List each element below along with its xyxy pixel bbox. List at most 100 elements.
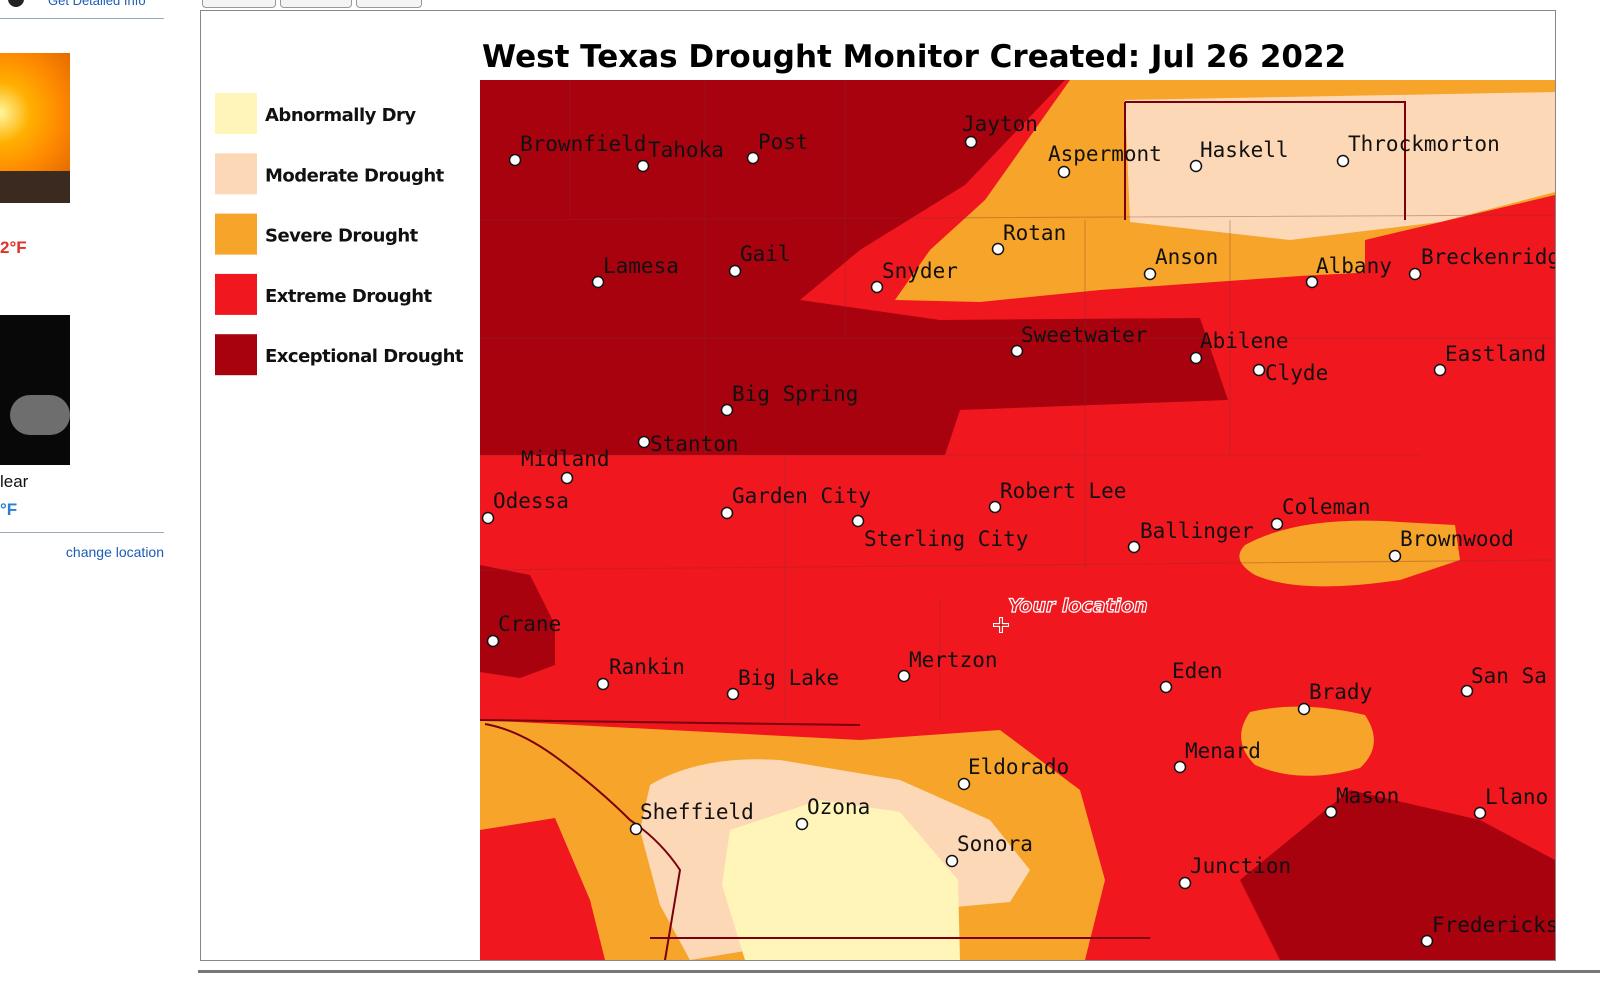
city-marker	[1336, 154, 1350, 168]
city-label: Jayton	[962, 112, 1038, 136]
city-marker	[720, 506, 734, 520]
button[interactable]	[356, 0, 422, 8]
city-label: Ballinger	[1140, 519, 1254, 543]
city-label: Lamesa	[603, 254, 679, 278]
severe-region	[1241, 706, 1374, 776]
city-marker	[1178, 876, 1192, 890]
city-marker	[1143, 267, 1157, 281]
city-marker	[591, 275, 605, 289]
change-location-link[interactable]: change location	[65, 544, 164, 560]
city-label: Haskell	[1200, 138, 1289, 162]
night-image	[0, 315, 70, 465]
legend-swatch	[215, 273, 257, 315]
city-label: Abilene	[1200, 329, 1289, 353]
city-label: Anson	[1155, 245, 1218, 269]
city-marker	[945, 854, 959, 868]
city-label: Menard	[1185, 739, 1261, 763]
city-label: Midland	[521, 447, 610, 471]
divider	[0, 532, 164, 533]
city-marker	[1473, 806, 1487, 820]
city-label: Rankin	[609, 655, 685, 679]
city-marker	[1189, 159, 1203, 173]
bottom-rule	[198, 970, 1600, 973]
city-label: Sterling City	[864, 527, 1028, 551]
city-label: Eldorado	[968, 755, 1069, 779]
map-title: West Texas Drought Monitor Created: Jul …	[482, 39, 1346, 75]
city-marker	[1010, 344, 1024, 358]
button[interactable]	[202, 0, 276, 8]
city-marker	[870, 280, 884, 294]
high-temp: 2°F	[0, 238, 27, 257]
city-marker	[1388, 549, 1402, 563]
exceptional-region	[480, 565, 555, 678]
city-marker	[957, 777, 971, 791]
button[interactable]	[280, 0, 352, 8]
city-label: Robert Lee	[1000, 479, 1126, 503]
location-marker	[994, 618, 1008, 632]
city-marker	[1420, 934, 1434, 948]
city-label: Stanton	[650, 432, 739, 456]
city-marker	[1297, 702, 1311, 716]
legend-swatch	[215, 153, 257, 195]
city-label: Big Lake	[738, 666, 839, 690]
city-marker	[1408, 267, 1422, 281]
icon	[8, 0, 24, 7]
city-label: Gail	[740, 242, 791, 266]
legend-label: Extreme Drought	[265, 286, 433, 307]
city-label: San Sa	[1471, 664, 1547, 688]
legend-label: Abnormally Dry	[265, 105, 416, 126]
city-marker	[1159, 680, 1173, 694]
severe-region	[1239, 520, 1460, 587]
exceptional-region	[480, 80, 1228, 455]
city-label: Mertzon	[909, 648, 998, 672]
city-label: Aspermont	[1048, 142, 1162, 166]
city-marker	[1433, 363, 1447, 377]
detail-link[interactable]: Get Detailed Info	[48, 0, 146, 8]
city-marker	[851, 514, 865, 528]
location-label: Your location	[1008, 595, 1148, 617]
city-label: Coleman	[1282, 495, 1371, 519]
extreme-region	[480, 818, 605, 960]
city-label: Sonora	[957, 832, 1033, 856]
city-marker	[1127, 540, 1141, 554]
city-marker	[1460, 684, 1474, 698]
skyline	[0, 171, 70, 203]
city-marker	[636, 159, 650, 173]
city-label: Brady	[1309, 680, 1372, 704]
city-marker	[795, 817, 809, 831]
city-marker	[726, 687, 740, 701]
boundary	[480, 101, 1406, 960]
city-marker	[560, 471, 574, 485]
city-marker	[897, 669, 911, 683]
legend-label: Exceptional Drought	[265, 346, 464, 367]
extreme-region	[1365, 195, 1555, 340]
city-label: Breckenridg	[1421, 245, 1560, 269]
city-marker	[1252, 363, 1266, 377]
city-label: Mason	[1336, 784, 1399, 808]
legend-label: Severe Drought	[265, 226, 419, 247]
condition: lear	[0, 472, 29, 491]
city-label: Sweetwater	[1021, 323, 1147, 347]
city-label: Rotan	[1003, 221, 1066, 245]
city-label: Brownwood	[1400, 527, 1514, 551]
city-label: Junction	[1190, 854, 1291, 878]
city-marker	[508, 153, 522, 167]
city-label: Throckmorton	[1348, 132, 1500, 156]
city-marker	[637, 435, 651, 449]
city-label: Big Spring	[732, 382, 858, 406]
city-marker	[988, 500, 1002, 514]
city-marker	[1057, 165, 1071, 179]
city-marker	[1189, 351, 1203, 365]
city-marker	[481, 511, 495, 525]
city-marker	[1324, 805, 1338, 819]
drought-map	[480, 80, 1555, 960]
city-label: Crane	[498, 612, 561, 636]
city-label: Brownfield	[520, 132, 646, 156]
city-label: Snyder	[882, 259, 958, 283]
city-marker	[728, 264, 742, 278]
city-marker	[964, 135, 978, 149]
city-label: Eden	[1172, 659, 1223, 683]
city-label: Llano	[1485, 785, 1548, 809]
legend-label: Moderate Drought	[265, 165, 445, 186]
